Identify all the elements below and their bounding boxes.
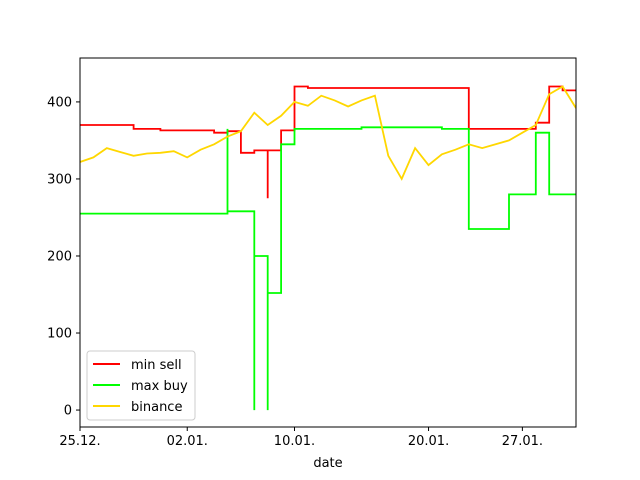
y-tick-label: 0 <box>64 404 72 419</box>
legend-label: min sell <box>131 358 182 373</box>
plot-frame <box>79 57 577 428</box>
x-tick-label: 20.01. <box>408 434 449 449</box>
x-tick-label: 10.01. <box>274 434 315 449</box>
series-line-binance <box>80 85 576 181</box>
legend-frame <box>86 350 196 421</box>
y-tick-label: 400 <box>47 95 72 110</box>
series-layer <box>80 85 576 411</box>
series-line-max-buy <box>80 126 576 411</box>
x-axis-ticks: 25.12. 02.01. 10.01. 20.01. 27.01. <box>59 427 543 449</box>
y-tick-label: 100 <box>47 327 72 342</box>
y-axis-ticks: 0 100 200 300 400 <box>47 95 80 419</box>
legend: min sell max buy binance <box>86 350 196 421</box>
x-tick-label: 25.12. <box>59 434 100 449</box>
x-axis-label: date <box>313 456 342 471</box>
y-tick-label: 300 <box>47 172 72 187</box>
legend-label: max buy <box>131 379 188 394</box>
y-tick-label: 200 <box>47 249 72 264</box>
x-tick-label: 27.01. <box>502 434 543 449</box>
x-tick-label: 02.01. <box>167 434 208 449</box>
legend-label: binance <box>131 400 182 415</box>
